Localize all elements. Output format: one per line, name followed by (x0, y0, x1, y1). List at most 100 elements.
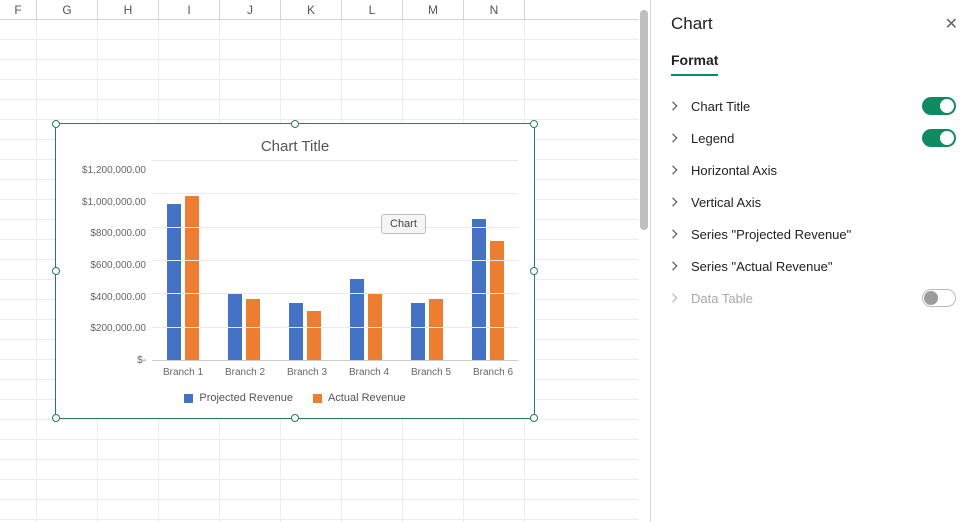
cell[interactable] (281, 80, 342, 100)
legend-item[interactable]: Projected Revenue (184, 392, 293, 404)
cell[interactable] (220, 420, 281, 440)
cell[interactable] (0, 400, 37, 420)
cell[interactable] (159, 20, 220, 40)
cell[interactable] (403, 420, 464, 440)
vertical-scrollbar[interactable] (638, 0, 650, 522)
cell[interactable] (0, 280, 37, 300)
cell[interactable] (281, 100, 342, 120)
cell[interactable] (464, 60, 525, 80)
bar[interactable] (228, 294, 242, 361)
cell[interactable] (403, 60, 464, 80)
cell[interactable] (281, 20, 342, 40)
cell[interactable] (0, 160, 37, 180)
cell[interactable] (403, 500, 464, 520)
cell[interactable] (464, 100, 525, 120)
cell[interactable] (464, 480, 525, 500)
column-header[interactable]: G (37, 0, 98, 20)
cell[interactable] (159, 100, 220, 120)
resize-handle-b[interactable] (291, 414, 299, 422)
cell[interactable] (342, 60, 403, 80)
cell[interactable] (220, 40, 281, 60)
cell[interactable] (403, 440, 464, 460)
cell[interactable] (464, 500, 525, 520)
cell[interactable] (403, 100, 464, 120)
cell[interactable] (403, 40, 464, 60)
resize-handle-r[interactable] (530, 267, 538, 275)
cell[interactable] (342, 420, 403, 440)
cell[interactable] (37, 420, 98, 440)
legend[interactable]: Projected Revenue Actual Revenue (66, 392, 524, 404)
bar[interactable] (307, 311, 321, 361)
format-option-row[interactable]: Series "Projected Revenue" (671, 218, 956, 250)
format-option-row[interactable]: Series "Actual Revenue" (671, 250, 956, 282)
column-header[interactable]: M (403, 0, 464, 20)
cell[interactable] (342, 500, 403, 520)
cell[interactable] (0, 20, 37, 40)
cell[interactable] (281, 440, 342, 460)
resize-handle-bl[interactable] (52, 414, 60, 422)
scrollbar-thumb[interactable] (640, 10, 648, 230)
cell[interactable] (98, 100, 159, 120)
cell[interactable] (0, 100, 37, 120)
column-header[interactable]: F (0, 0, 37, 20)
cell[interactable] (37, 480, 98, 500)
close-icon[interactable]: ✕ (945, 14, 958, 34)
cell[interactable] (0, 220, 37, 240)
cell[interactable] (37, 500, 98, 520)
cell[interactable] (0, 40, 37, 60)
cell[interactable] (0, 480, 37, 500)
cell[interactable] (342, 100, 403, 120)
column-header[interactable]: K (281, 0, 342, 20)
resize-handle-t[interactable] (291, 120, 299, 128)
bar[interactable] (289, 303, 303, 361)
bar[interactable] (429, 299, 443, 361)
cell[interactable] (220, 440, 281, 460)
format-option-row[interactable]: Chart Title (671, 90, 956, 122)
cell[interactable] (220, 480, 281, 500)
cell[interactable] (0, 340, 37, 360)
bar[interactable] (350, 279, 364, 361)
cell[interactable] (220, 500, 281, 520)
cell[interactable] (0, 140, 37, 160)
bar[interactable] (472, 219, 486, 361)
cell[interactable] (159, 80, 220, 100)
cell[interactable] (403, 20, 464, 40)
cell[interactable] (0, 200, 37, 220)
cell[interactable] (37, 440, 98, 460)
cell[interactable] (0, 180, 37, 200)
cell[interactable] (98, 80, 159, 100)
cell[interactable] (464, 40, 525, 60)
cell[interactable] (159, 420, 220, 440)
cell[interactable] (0, 260, 37, 280)
toggle-switch[interactable] (922, 97, 956, 115)
cell[interactable] (220, 460, 281, 480)
tab-format[interactable]: Format (671, 52, 718, 76)
legend-item[interactable]: Actual Revenue (313, 392, 406, 404)
cell[interactable] (342, 40, 403, 60)
cell[interactable] (98, 440, 159, 460)
cell[interactable] (0, 460, 37, 480)
cell[interactable] (98, 480, 159, 500)
cell[interactable] (220, 20, 281, 40)
cell[interactable] (464, 20, 525, 40)
cell[interactable] (0, 320, 37, 340)
chart-title[interactable]: Chart Title (66, 138, 524, 155)
cell[interactable] (159, 480, 220, 500)
cell[interactable] (281, 420, 342, 440)
column-header[interactable]: N (464, 0, 525, 20)
cell[interactable] (342, 440, 403, 460)
bar[interactable] (246, 299, 260, 361)
cell[interactable] (0, 60, 37, 80)
cell[interactable] (342, 480, 403, 500)
cell[interactable] (281, 500, 342, 520)
cell[interactable] (159, 460, 220, 480)
cell[interactable] (37, 460, 98, 480)
cell[interactable] (37, 60, 98, 80)
resize-handle-tr[interactable] (530, 120, 538, 128)
cell[interactable] (464, 440, 525, 460)
column-header[interactable]: J (220, 0, 281, 20)
bar[interactable] (368, 294, 382, 361)
resize-handle-l[interactable] (52, 267, 60, 275)
resize-handle-tl[interactable] (52, 120, 60, 128)
cell[interactable] (0, 440, 37, 460)
